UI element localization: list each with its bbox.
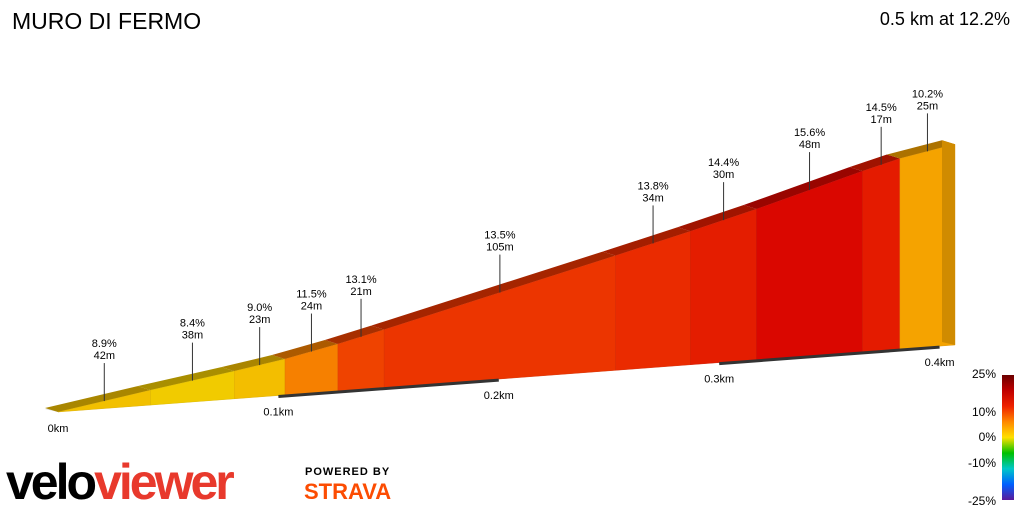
legend-color-bar (1002, 375, 1014, 500)
segment-grade-label: 15.6% (794, 127, 825, 139)
segment-grade-label: 14.4% (708, 157, 739, 169)
profile-top-edge (602, 227, 691, 256)
powered-by-label: POWERED BY (305, 466, 391, 478)
segment-length-label: 34m (642, 192, 663, 204)
profile-top-edge (137, 367, 235, 391)
axis-band (278, 378, 499, 399)
segment-length-label: 30m (713, 169, 734, 181)
x-tick-label: 0.2km (484, 390, 514, 402)
legend-label: -25% (968, 494, 996, 508)
segment-callouts: 8.9%42m 8.4%38m 9.0%23m 11.5%24m 13.1%21m 13.… (92, 88, 943, 402)
profile-slice (690, 208, 757, 365)
segment-length-label: 17m (870, 114, 891, 126)
x-tick-label: 0km (48, 423, 69, 435)
climb-title: MURO DI FERMO (12, 8, 202, 34)
profile-top-edge (221, 355, 286, 372)
profile-top-edge (272, 340, 338, 360)
legend-label: 25% (972, 367, 996, 381)
segment-length-label: 48m (799, 139, 820, 151)
legend-label: 10% (972, 405, 996, 419)
segment-grade-label: 11.5% (296, 289, 327, 301)
profile-top-edge (849, 154, 900, 172)
legend-label: 0% (979, 430, 997, 444)
segment-length-label: 24m (301, 301, 322, 313)
segment-grade-label: 13.1% (345, 274, 376, 286)
segment-grade-label: 14.5% (866, 102, 897, 114)
segment-length-label: 105m (486, 242, 514, 254)
profile-top-edge (324, 325, 385, 345)
profile-slice (615, 230, 691, 371)
profile-top-edge (371, 251, 616, 330)
x-tick-label: 0.3km (704, 374, 734, 386)
segment-grade-label: 10.2% (912, 88, 943, 100)
profile-end-cap (942, 140, 955, 345)
profile-slice (862, 158, 901, 353)
veloviewer-logo[interactable]: veloviewer (6, 454, 235, 510)
climb-summary: 0.5 km at 12.2% (879, 9, 1010, 29)
axis-band (719, 345, 940, 366)
profile-top-edge (743, 167, 863, 210)
segment-length-label: 21m (350, 286, 371, 298)
profile-slices (45, 140, 956, 413)
profile-top-edge (677, 205, 757, 232)
segment-length-label: 42m (94, 350, 115, 362)
profile-top-edge (45, 386, 151, 412)
distance-axis: 0km 0.1km 0.2km 0.3km 0.4km (48, 345, 955, 435)
strava-logo[interactable]: STRAVA (304, 479, 392, 504)
x-tick-label: 0.1km (263, 407, 293, 419)
legend-label: -10% (968, 456, 996, 470)
segment-grade-label: 8.9% (92, 338, 117, 350)
x-tick-label: 0.4km (925, 357, 955, 369)
segment-grade-label: 8.4% (180, 318, 205, 330)
segment-length-label: 23m (249, 314, 270, 326)
grade-color-legend: 25% 10% 0% -10% -25% (968, 367, 1014, 508)
segment-grade-label: 13.5% (484, 230, 515, 242)
segment-length-label: 25m (917, 100, 938, 112)
segment-grade-label: 9.0% (247, 302, 272, 314)
segment-length-label: 38m (182, 330, 203, 342)
segment-grade-label: 13.8% (637, 180, 668, 192)
profile-top-edge (886, 140, 955, 159)
